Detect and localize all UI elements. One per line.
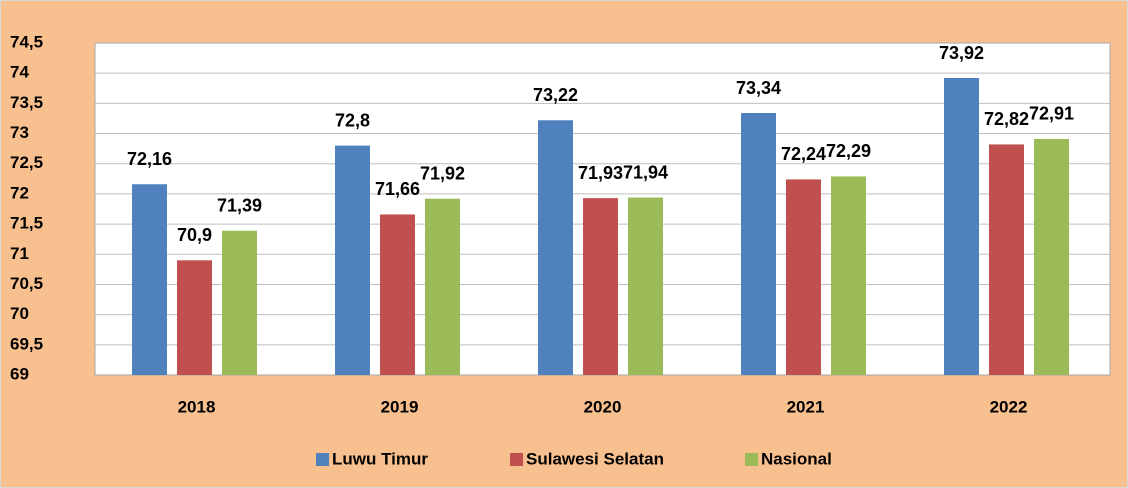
y-tick-label: 71 (10, 244, 29, 263)
y-tick-label: 74,5 (10, 32, 43, 51)
value-label: 73,34 (736, 78, 781, 98)
y-tick-label: 71,5 (10, 214, 43, 233)
y-tick-label: 69,5 (10, 334, 43, 353)
value-label: 72,8 (335, 110, 370, 130)
value-label: 72,91 (1029, 104, 1074, 124)
legend-swatch (510, 453, 523, 466)
legend-label: Sulawesi Selatan (526, 449, 664, 468)
x-tick-label: 2019 (381, 397, 419, 416)
x-tick-label: 2018 (178, 397, 216, 416)
legend-label: Luwu Timur (332, 449, 428, 468)
bar (583, 198, 618, 375)
bar (1034, 138, 1069, 375)
bar (132, 184, 167, 375)
value-label: 70,9 (177, 225, 212, 245)
bar (538, 120, 573, 375)
value-label: 71,94 (623, 162, 668, 182)
bar (425, 198, 460, 375)
y-tick-label: 73,5 (10, 93, 43, 112)
value-label: 71,66 (375, 179, 420, 199)
x-tick-label: 2021 (787, 397, 825, 416)
bar (989, 144, 1024, 375)
bar (222, 230, 257, 375)
value-label: 71,92 (420, 163, 465, 183)
legend-swatch (316, 453, 329, 466)
x-tick-label: 2022 (990, 397, 1028, 416)
value-label: 72,29 (826, 141, 871, 161)
bar (628, 197, 663, 375)
x-tick-label: 2020 (584, 397, 622, 416)
y-tick-label: 72 (10, 183, 29, 202)
y-tick-label: 73 (10, 123, 29, 142)
y-tick-label: 74 (10, 63, 29, 82)
legend-label: Nasional (761, 449, 832, 468)
value-label: 71,39 (217, 195, 262, 215)
value-label: 72,16 (127, 149, 172, 169)
y-tick-label: 72,5 (10, 153, 43, 172)
value-label: 71,93 (578, 163, 623, 183)
bar (786, 179, 821, 375)
value-label: 73,22 (533, 85, 578, 105)
bar (335, 145, 370, 375)
bar (177, 260, 212, 375)
value-label: 72,82 (984, 109, 1029, 129)
bar (741, 113, 776, 375)
bar (380, 214, 415, 375)
y-tick-label: 69 (10, 364, 29, 383)
legend-swatch (745, 453, 758, 466)
value-label: 72,24 (781, 144, 826, 164)
y-tick-label: 70 (10, 304, 29, 323)
value-label: 73,92 (939, 43, 984, 63)
y-tick-label: 70,5 (10, 274, 43, 293)
bar (944, 78, 979, 375)
bar (831, 176, 866, 375)
